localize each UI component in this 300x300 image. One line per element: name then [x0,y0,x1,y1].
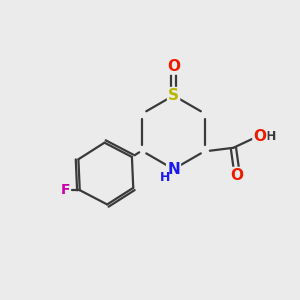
Text: O: O [167,58,180,74]
Text: H: H [160,171,170,184]
Text: O: O [254,129,266,144]
Text: O: O [230,168,243,183]
Text: S: S [168,88,179,103]
Text: F: F [60,183,70,197]
Text: H: H [266,130,276,143]
Text: N: N [167,162,180,177]
